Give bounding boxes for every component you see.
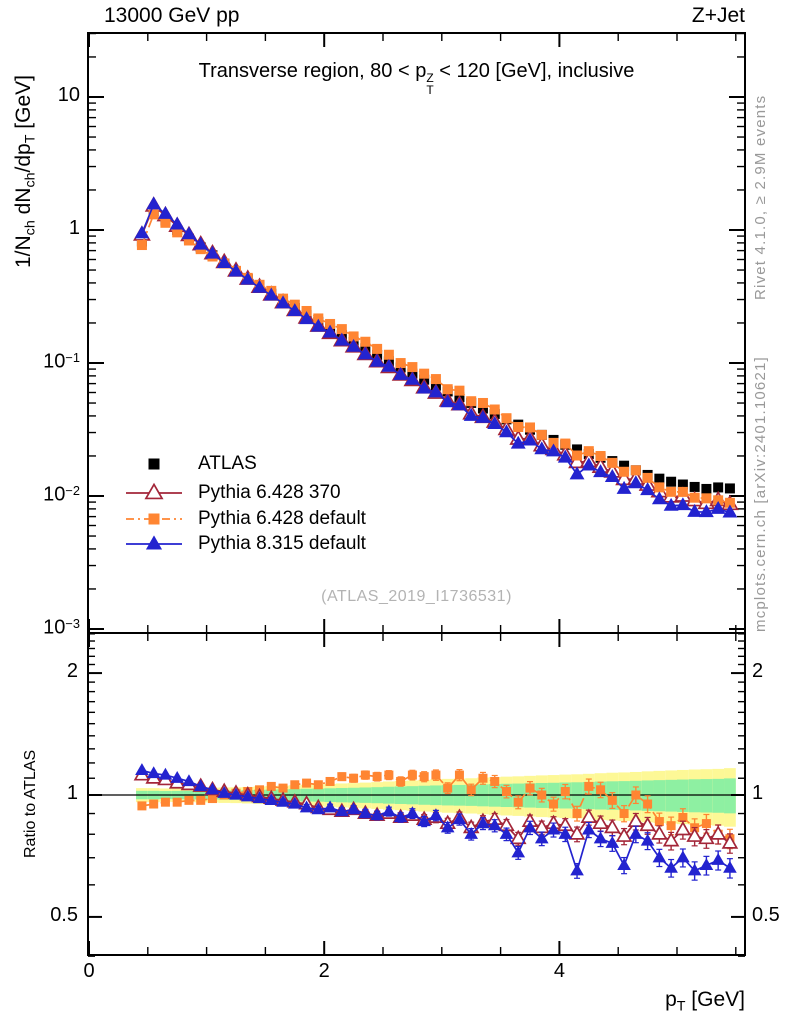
y-main-tick-1: 1 [68, 217, 80, 239]
legend-marker-py6_def [126, 513, 182, 525]
y-main-tick-0.001: 10−3 [43, 616, 80, 639]
y-axis-label-main: 1/Nch dNch/dpT [GeV] [12, 75, 39, 268]
ratio-series-py8_def [135, 763, 737, 881]
legend-item-py8_def: Pythia 8.315 default [124, 532, 366, 556]
main-series-py8_def [134, 196, 738, 518]
beam-energy-label: 13000 GeV pp [104, 4, 240, 27]
legend-label-py6_def: Pythia 6.428 default [198, 508, 366, 529]
y-ratio-tick-right-0.5: 0.5 [752, 903, 780, 926]
y-ratio-tick-right-2: 2 [752, 660, 764, 683]
legend-item-py6_def: Pythia 6.428 default [124, 507, 366, 531]
legend-marker-py6_370 [126, 482, 182, 500]
analysis-id-watermark: (ATLAS_2019_I1736531) [321, 588, 512, 605]
legend-label-atlas: ATLAS [198, 453, 257, 474]
legend-marker-atlas [148, 458, 160, 470]
y-ratio-tick-right-1: 1 [752, 782, 764, 804]
process-label: Z+Jet [691, 4, 745, 27]
mcplots-credit: mcplots.cern.ch [arXiv:2401.10621] [752, 356, 769, 632]
y-main-tick-10: 10 [57, 84, 80, 106]
x-tick-0: 0 [83, 960, 95, 982]
y-axis-label-ratio: Ratio to ATLAS [22, 749, 39, 858]
y-ratio-tick-left-2: 2 [66, 660, 78, 683]
y-main-tick-0.01: 10−2 [43, 483, 80, 506]
legend-label-py8_def: Pythia 8.315 default [198, 533, 366, 554]
main-series-atlas [136, 206, 735, 494]
y-ratio-tick-left-0.5: 0.5 [50, 903, 78, 926]
legend-marker-py8_def [126, 535, 182, 550]
x-tick-4: 4 [553, 960, 565, 982]
legend-item-py6_370: Pythia 6.428 370 [124, 481, 341, 505]
x-tick-2: 2 [318, 960, 330, 982]
legend-item-atlas: ATLAS [124, 452, 257, 476]
legend-label-py6_370: Pythia 6.428 370 [198, 482, 341, 503]
rivet-version-credit: Rivet 4.1.0, ≥ 2.9M events [752, 94, 769, 300]
x-axis-label: pT [GeV] [665, 988, 745, 1015]
ratio-panel-frame [87, 632, 746, 956]
y-ratio-tick-left-1: 1 [66, 782, 78, 804]
y-main-tick-0.1: 10−1 [43, 350, 80, 373]
